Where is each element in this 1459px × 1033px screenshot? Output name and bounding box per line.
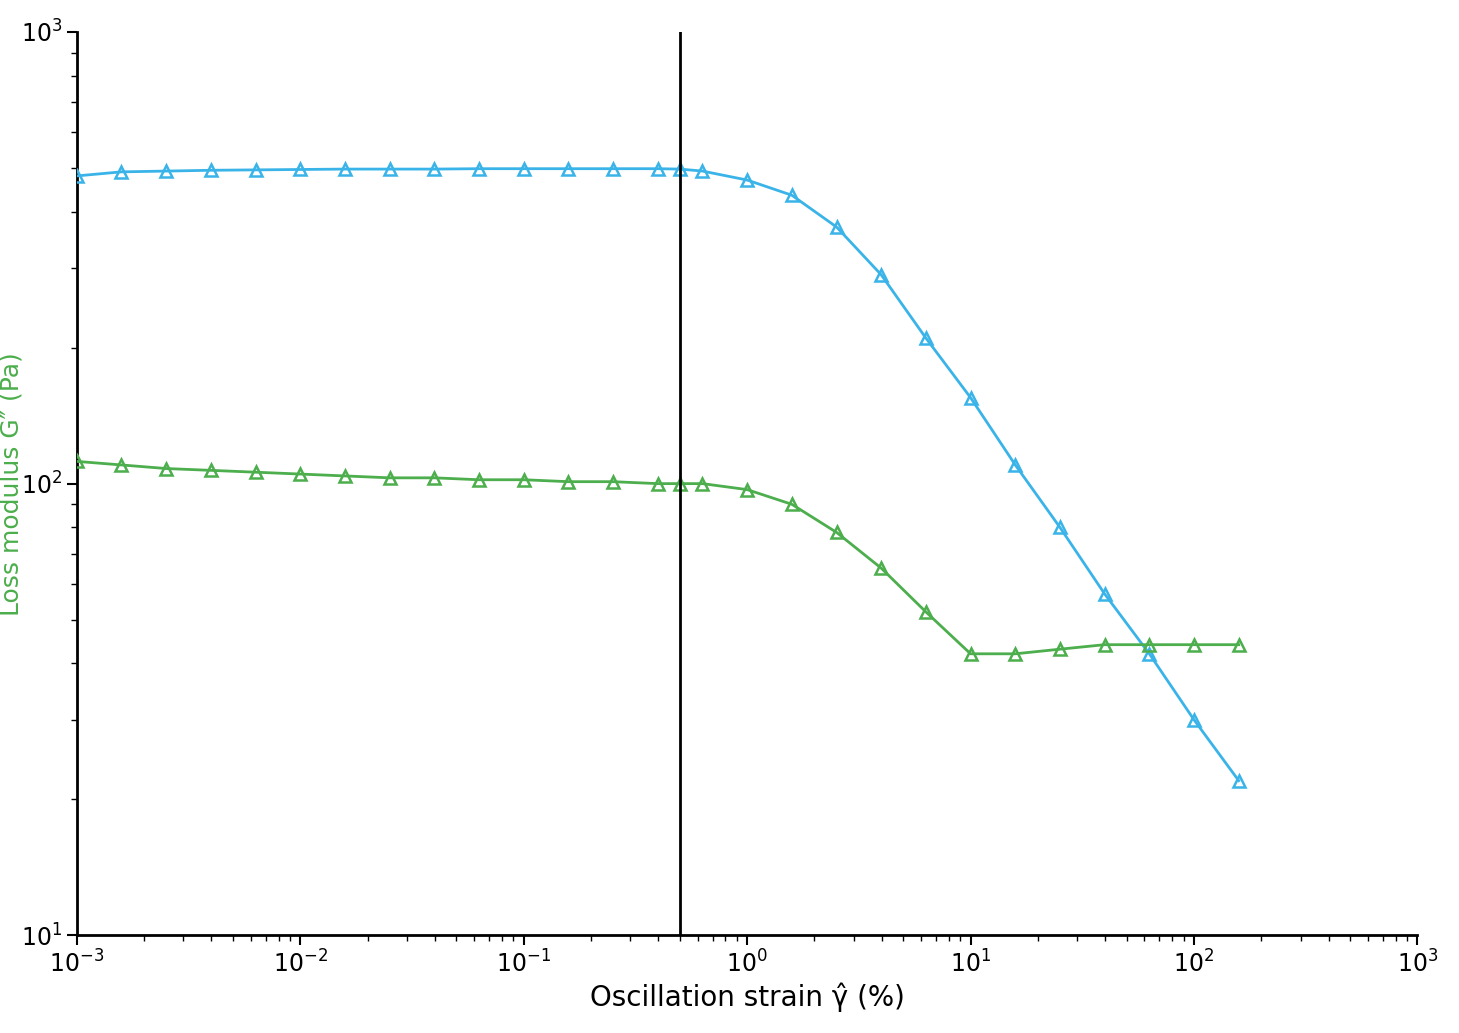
Text: Loss modulus G″ (Pa): Loss modulus G″ (Pa) (0, 352, 23, 616)
X-axis label: Oscillation strain γ̂ (%): Oscillation strain γ̂ (%) (589, 982, 905, 1012)
